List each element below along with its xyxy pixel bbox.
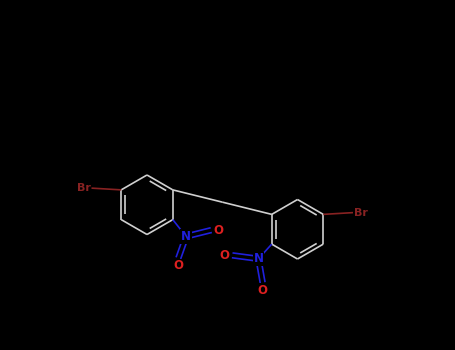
Text: Br: Br bbox=[354, 208, 368, 218]
Text: O: O bbox=[219, 249, 229, 262]
Text: O: O bbox=[258, 284, 268, 297]
Text: Br: Br bbox=[77, 183, 91, 193]
Text: N: N bbox=[181, 230, 191, 243]
Text: O: O bbox=[213, 224, 223, 237]
Text: O: O bbox=[173, 259, 183, 272]
Text: N: N bbox=[253, 252, 263, 265]
